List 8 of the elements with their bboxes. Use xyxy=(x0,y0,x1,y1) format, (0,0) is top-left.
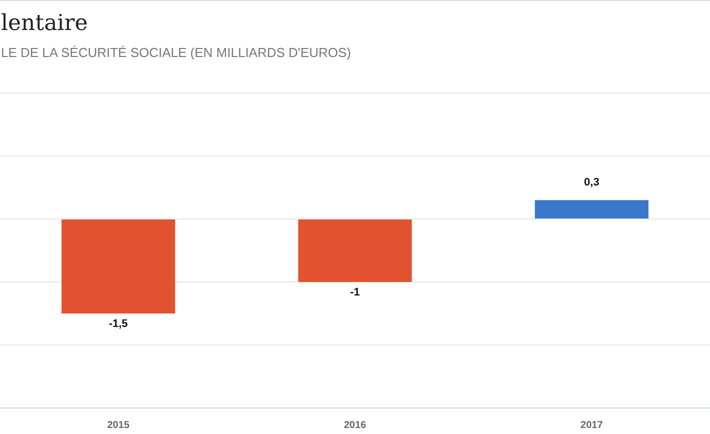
chart-subtitle: LE DE LA SÉCURITÉ SOCIALE (EN MILLIARDS D'EUROS) xyxy=(1,45,351,60)
data-label: 0,3 xyxy=(584,176,600,189)
chart-title: lentaire xyxy=(1,11,88,36)
data-label: -1,5 xyxy=(108,318,128,330)
x-tick-label: 2015 xyxy=(107,420,130,431)
x-tick-label: 2017 xyxy=(580,420,604,431)
data-label: -1 xyxy=(350,286,360,299)
x-tick-label: 2016 xyxy=(344,420,367,431)
